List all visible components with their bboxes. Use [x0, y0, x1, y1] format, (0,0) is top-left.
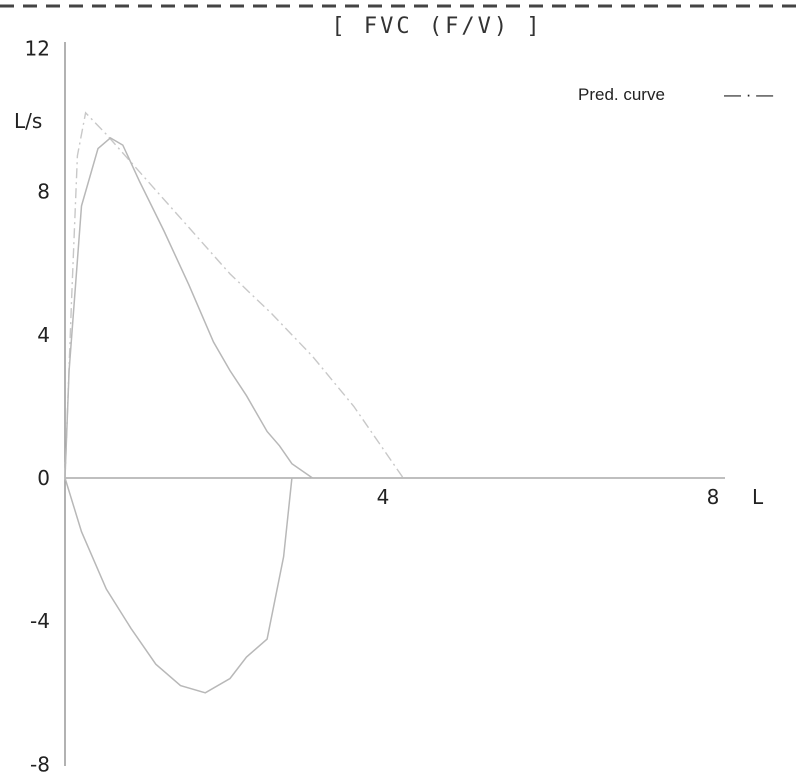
y-tick-label: -8 — [30, 752, 50, 772]
legend-label: Pred. curve — [578, 85, 665, 104]
curves — [64, 111, 404, 694]
predicted-curve-line — [64, 111, 404, 479]
y-tick-labels: 12 8 4 0 -4 -8 — [25, 36, 50, 772]
inspiratory-curve-line — [64, 477, 293, 694]
y-tick-label: 4 — [37, 323, 50, 347]
x-axis-unit-label: L — [752, 485, 764, 509]
x-tick-label: 4 — [377, 485, 390, 509]
y-tick-label: 0 — [37, 466, 50, 490]
y-tick-label: 8 — [37, 180, 50, 204]
x-tick-label: 8 — [707, 485, 720, 509]
legend-symbol: — · — — [724, 85, 773, 104]
expiratory-curve-line — [64, 136, 313, 479]
chart-title: [ FVC (F/V) ] — [331, 14, 542, 39]
y-tick-label: -4 — [30, 609, 50, 633]
y-axis-unit-label: L/s — [14, 109, 42, 133]
y-tick-label: 12 — [25, 36, 50, 60]
